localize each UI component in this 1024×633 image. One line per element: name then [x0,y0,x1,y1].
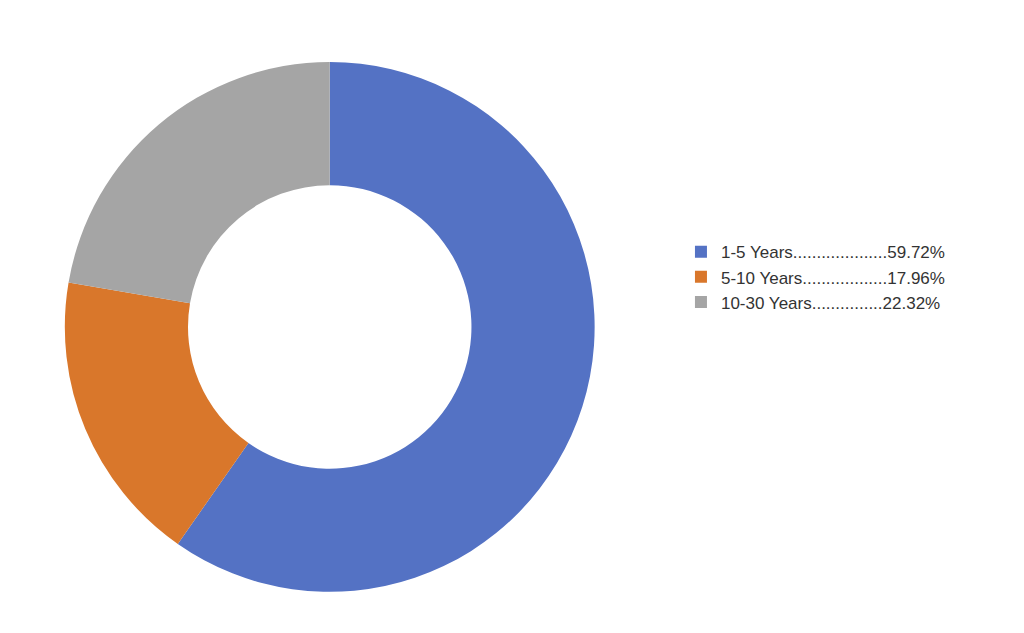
svg-text:10-30 Years...............22.3: 10-30 Years...............22.32% [721,294,940,313]
svg-text:5-10 Years..................17: 5-10 Years..................17.96% [721,268,945,287]
svg-text:1-5 Years....................5: 1-5 Years....................59.72% [721,243,945,262]
